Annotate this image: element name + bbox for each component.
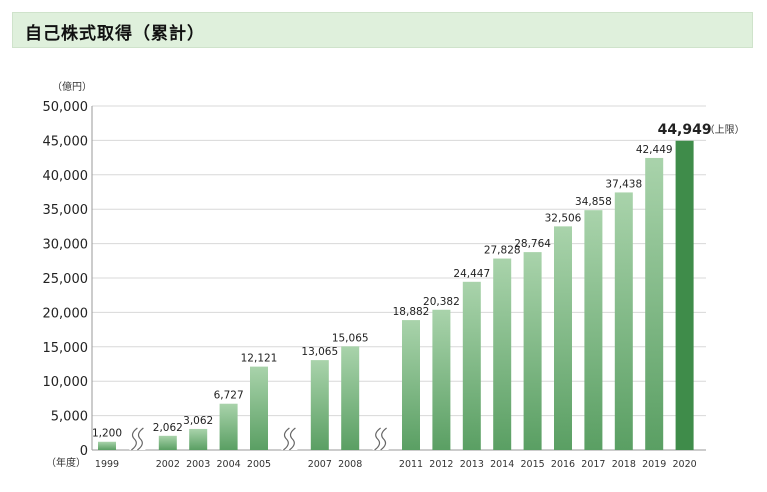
chart-header: 自己株式取得（累計） [12,12,753,48]
y-tick-label: 25,000 [43,272,89,287]
bar-2003 [189,428,208,450]
x-tick-label: 2014 [490,459,514,470]
x-tick-label: 2015 [521,459,545,470]
bar-2012 [432,309,451,450]
highlight-note: （上限） [705,124,745,136]
bar-2017 [584,210,603,450]
x-tick-label: 2011 [399,459,423,470]
data-label-1999: 1,200 [92,428,122,440]
x-tick-label: 2016 [551,459,575,470]
bar-1999 [98,441,116,450]
y-tick-label: 40,000 [43,169,89,184]
bar-2013 [462,281,481,450]
y-tick-label: 50,000 [43,100,89,115]
data-label-2002: 2,062 [153,422,183,434]
data-label-2015: 28,764 [514,238,551,250]
data-label-2018: 37,438 [605,178,642,190]
axis-break-mark [129,427,146,451]
x-axis-ticks: 1999 2002 2003 2004 2005 2007 2008 2011 2012 2013… [95,459,697,470]
data-label-2004: 6,727 [214,390,244,402]
x-tick-label: 2008 [338,459,362,470]
bar-2004 [219,403,238,450]
axis-break-mark [281,427,298,451]
x-tick-label: 2003 [186,459,210,470]
data-label-2007: 13,065 [301,346,338,358]
bar-2016 [554,226,572,450]
data-label-2003: 3,062 [183,415,213,427]
bar-2007 [310,360,329,450]
x-tick-label: 2020 [673,459,697,470]
y-tick-label: 0 [80,444,88,459]
y-tick-label: 10,000 [43,375,89,390]
bar-2005 [250,366,268,450]
bar-2015 [523,252,542,450]
bar-2020 [675,140,694,450]
x-axis-unit-label: （年度） [46,456,86,469]
data-label-2005: 12,121 [241,353,278,365]
chart-title: 自己株式取得（累計） [25,24,205,44]
y-axis-ticks: 0 5,000 10,000 15,000 20,000 25,000 30,000 35,0… [43,100,89,459]
bars [98,140,694,451]
x-tick-label: 2002 [156,459,180,470]
y-tick-label: 20,000 [43,306,89,321]
y-tick-label: 35,000 [43,203,89,218]
bar-2011 [402,320,420,450]
data-label-2014: 27,828 [484,245,521,257]
x-tick-label: 2005 [247,459,271,470]
x-tick-label: 2012 [429,459,453,470]
x-tick-label: 2018 [612,459,636,470]
bar-2008 [341,346,360,450]
data-label-2019: 42,449 [636,144,673,156]
data-label-2011: 18,882 [393,306,430,318]
grid-lines [91,105,706,451]
axis-break-mark [372,427,389,451]
x-tick-label: 2019 [642,459,666,470]
x-tick-label: 2007 [308,459,332,470]
y-tick-label: 45,000 [43,134,89,149]
x-tick-label: 2013 [460,459,484,470]
x-tick-label: 2004 [217,459,241,470]
data-label-2012: 20,382 [423,296,460,308]
x-tick-label: 2017 [581,459,605,470]
x-tick-label: 1999 [95,459,119,470]
y-tick-label: 30,000 [43,238,89,253]
data-label-2016: 32,506 [545,212,582,224]
data-label-2008: 15,065 [332,332,369,344]
y-tick-label: 15,000 [43,341,89,356]
bar-2019 [645,157,664,451]
data-label-2020: 44,949 [658,122,712,138]
y-tick-label: 5,000 [51,410,88,425]
data-label-2017: 34,858 [575,196,612,208]
bar-2002 [158,435,177,450]
data-label-2013: 24,447 [453,268,490,280]
axis-breaks [129,427,389,451]
bar-2014 [493,258,512,450]
y-axis-unit-label: （億円） [52,80,92,93]
bar-2018 [614,192,633,450]
